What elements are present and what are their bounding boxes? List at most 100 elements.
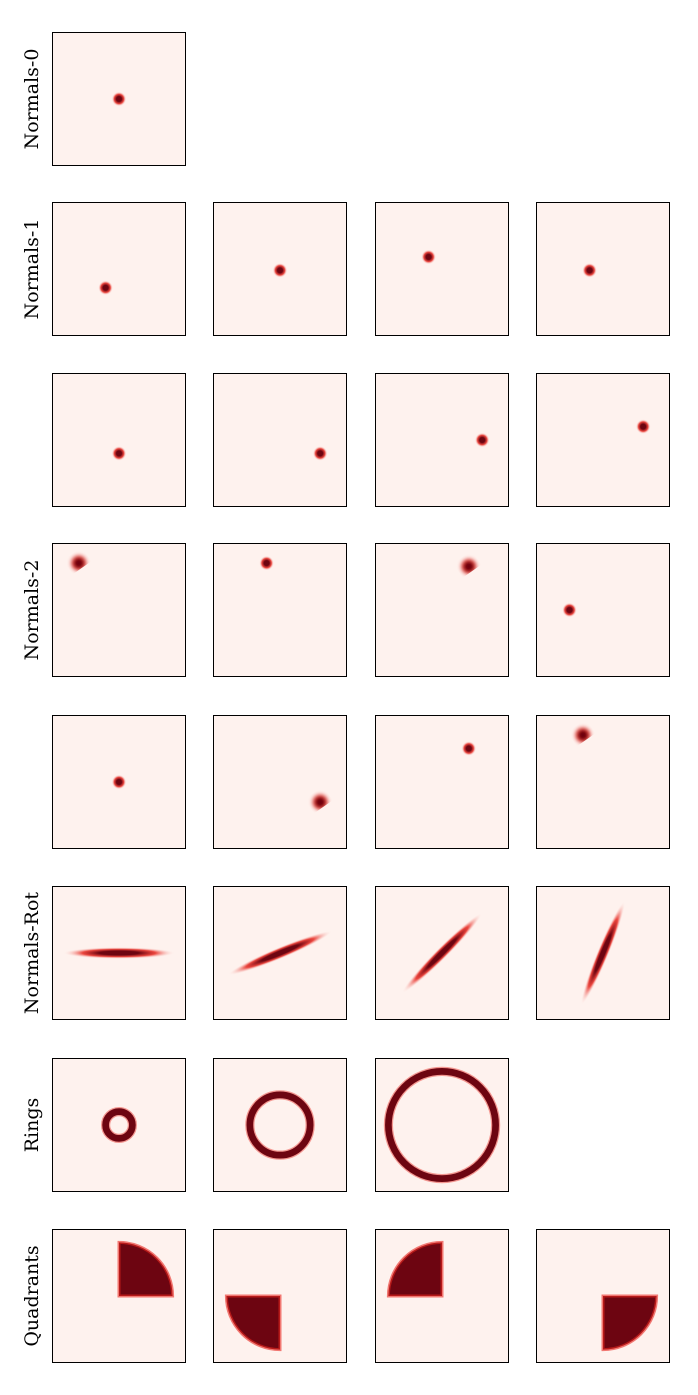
heatmap-panel (213, 715, 347, 849)
heatmap-panel (375, 886, 509, 1020)
heatmap-panel (213, 1229, 347, 1363)
row-quadrants: Quadrants (21, 1229, 670, 1363)
panel-frame (52, 202, 186, 336)
heatmap-panel (536, 1229, 670, 1363)
density-blob (402, 913, 482, 993)
heatmap-panel (213, 543, 347, 677)
heatmap-panel (213, 202, 347, 336)
panel-frame (52, 1229, 186, 1363)
panel-frame (213, 202, 347, 336)
heatmap-panel (52, 1058, 186, 1192)
density-ring (102, 1108, 136, 1142)
panel-background (213, 373, 347, 507)
panel-frame (375, 1229, 509, 1363)
panel-frame (52, 1058, 186, 1192)
panel-frame (213, 543, 347, 677)
panel-frame (375, 715, 509, 849)
row-label: Normals-Rot (21, 892, 43, 1014)
heatmap-panel (536, 543, 670, 677)
panel-frame (52, 32, 186, 166)
density-blob (461, 741, 477, 756)
heatmap-panel (375, 373, 509, 507)
density-blob (259, 555, 274, 571)
heatmap-panel (536, 715, 670, 849)
panel-frame (213, 1058, 347, 1192)
row-continued-4 (52, 715, 670, 849)
panel-frame (536, 543, 670, 677)
density-blob (98, 280, 113, 296)
row-rings: Rings (21, 1058, 509, 1192)
density-blob (474, 432, 490, 448)
density-blob (111, 91, 127, 107)
panel-background (52, 1058, 186, 1192)
density-blob (421, 249, 436, 265)
panel-frame (375, 1058, 509, 1192)
row-label: Quadrants (21, 1245, 43, 1346)
panel-frame (52, 886, 186, 1020)
density-blob (272, 262, 288, 278)
panel-frame (213, 373, 347, 507)
panel-background (213, 543, 347, 677)
heatmap-panel (52, 32, 186, 166)
density-quadrant (226, 1296, 280, 1350)
density-blob (635, 419, 651, 434)
panels-layer: Normals-0 Normals-1 Normals-2 Normals-Rot Ri… (21, 32, 670, 1363)
density-blob (62, 947, 176, 959)
panel-frame (536, 886, 670, 1020)
quadrant-edge (117, 1240, 175, 1298)
panel-frame (536, 202, 670, 336)
panel-frame (375, 886, 509, 1020)
panel-background (375, 715, 509, 849)
panel-frame (213, 715, 347, 849)
panel-background (213, 1058, 347, 1192)
density-blob (562, 602, 577, 618)
density-blob (312, 446, 328, 461)
density-quadrant (119, 1242, 173, 1296)
heatmap-panel (213, 373, 347, 507)
panel-background (52, 202, 186, 336)
heatmap-panel (536, 202, 670, 336)
panel-frame (213, 886, 347, 1020)
density-blob (228, 930, 332, 976)
quadrant-edge (601, 1294, 659, 1352)
row-label: Rings (21, 1098, 43, 1153)
density-blob (580, 901, 626, 1005)
row-normals-rot: Normals-Rot (21, 886, 670, 1020)
heatmap-panel (52, 543, 186, 677)
panel-background (536, 715, 670, 849)
heatmap-panel (375, 1229, 509, 1363)
density-blob (111, 446, 127, 461)
panel-frame (375, 543, 509, 677)
heatmap-panel (375, 543, 509, 677)
density-ring (246, 1091, 314, 1159)
density-ring (385, 1068, 499, 1182)
density-blob (582, 262, 597, 278)
heatmap-panel (375, 202, 509, 336)
panel-background (375, 202, 509, 336)
panel-frame (52, 715, 186, 849)
row-label: Normals-0 (21, 49, 43, 150)
panel-background (213, 715, 347, 849)
panel-frame (375, 373, 509, 507)
panel-background (52, 373, 186, 507)
heatmap-panel (52, 373, 186, 507)
heatmap-panel (375, 715, 509, 849)
quadrant-edge (386, 1240, 444, 1298)
panel-background (375, 1058, 509, 1192)
row-label: Normals-2 (21, 560, 43, 661)
panel-frame (375, 202, 509, 336)
row-normals-1: Normals-1 (21, 202, 670, 336)
heatmap-panel (52, 886, 186, 1020)
row-label: Normals-1 (21, 219, 43, 320)
panel-background (536, 373, 670, 507)
panel-frame (536, 1229, 670, 1363)
heatmap-panel (52, 202, 186, 336)
panel-background (536, 202, 670, 336)
heatmap-panel (375, 1058, 509, 1192)
heatmap-panel (52, 715, 186, 849)
heatmap-panel (213, 886, 347, 1020)
heatmap-panel (536, 886, 670, 1020)
heatmap-panel (536, 373, 670, 507)
heatmap-panel (52, 1229, 186, 1363)
